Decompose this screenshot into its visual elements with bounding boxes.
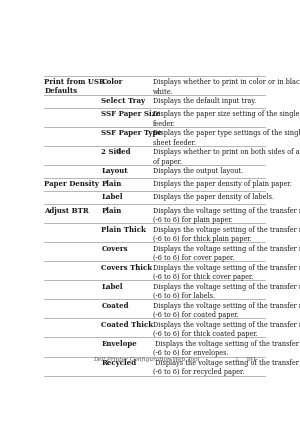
Text: Envelope: Envelope: [101, 340, 137, 348]
Text: Coated: Coated: [101, 302, 129, 310]
Text: Displays the paper size setting of the single sheet
feeder.: Displays the paper size setting of the s…: [153, 110, 300, 128]
Text: Covers Thick: Covers Thick: [101, 264, 153, 272]
Text: SSF Paper Type: SSF Paper Type: [101, 129, 162, 137]
Text: Displays the output layout.: Displays the output layout.: [153, 167, 243, 175]
Text: Plain: Plain: [101, 207, 122, 215]
Text: Layout: Layout: [101, 167, 128, 175]
Text: Covers: Covers: [101, 245, 128, 253]
Text: Displays the paper density of plain paper.: Displays the paper density of plain pape…: [153, 180, 291, 188]
Text: Recycled: Recycled: [101, 359, 136, 367]
Text: Displays the default input tray.: Displays the default input tray.: [153, 97, 256, 105]
Text: 191: 191: [246, 357, 257, 362]
Text: Displays the voltage setting of the transfer roller
(-6 to 6) for envelopes.: Displays the voltage setting of the tran…: [153, 340, 300, 357]
Text: Label: Label: [101, 283, 123, 291]
Text: Displays the voltage setting of the transfer roller
(-6 to 6) for thick plain pa: Displays the voltage setting of the tran…: [153, 226, 300, 243]
Text: *3: *3: [116, 149, 122, 154]
Text: Displays the voltage setting of the transfer roller
(-6 to 6) for thick coated p: Displays the voltage setting of the tran…: [153, 321, 300, 338]
Text: Displays the voltage setting of the transfer roller
(-6 to 6) for coated paper.: Displays the voltage setting of the tran…: [153, 302, 300, 319]
Text: Print from USB
Defaults: Print from USB Defaults: [44, 78, 106, 95]
Text: SSF Paper Size: SSF Paper Size: [101, 110, 161, 118]
Text: 2 Sided: 2 Sided: [101, 148, 131, 156]
Text: Select Tray: Select Tray: [101, 97, 146, 105]
Text: Plain: Plain: [101, 180, 122, 188]
Text: Displays the paper density of labels.: Displays the paper density of labels.: [153, 193, 274, 201]
Text: Displays the voltage setting of the transfer roller
(-6 to 6) for thick cover pa: Displays the voltage setting of the tran…: [153, 264, 300, 281]
Text: Label: Label: [101, 193, 123, 201]
Text: Dell Printer Configuration Web Tool: Dell Printer Configuration Web Tool: [94, 357, 200, 362]
Text: Plain Thick: Plain Thick: [101, 226, 146, 233]
Text: Displays the voltage setting of the transfer roller
(-6 to 6) for cover paper.: Displays the voltage setting of the tran…: [153, 245, 300, 262]
Text: Adjust BTR: Adjust BTR: [44, 207, 89, 215]
Text: |: |: [235, 357, 237, 362]
Text: Displays the voltage setting of the transfer roller
(-6 to 6) for plain paper.: Displays the voltage setting of the tran…: [153, 207, 300, 224]
Text: Color: Color: [101, 78, 123, 86]
Text: Paper Density: Paper Density: [44, 180, 100, 188]
Text: Displays the voltage setting of the transfer roller
(-6 to 6) for labels.: Displays the voltage setting of the tran…: [153, 283, 300, 300]
Text: Displays whether to print on both sides of a sheet
of paper.: Displays whether to print on both sides …: [153, 148, 300, 166]
Text: Displays whether to print in color or in black and
white.: Displays whether to print in color or in…: [153, 78, 300, 95]
Text: Coated Thick: Coated Thick: [101, 321, 154, 329]
Text: Displays the paper type settings of the single
sheet feeder.: Displays the paper type settings of the …: [153, 129, 300, 147]
Text: Displays the voltage setting of the transfer roller
(-6 to 6) for recycled paper: Displays the voltage setting of the tran…: [153, 359, 300, 376]
